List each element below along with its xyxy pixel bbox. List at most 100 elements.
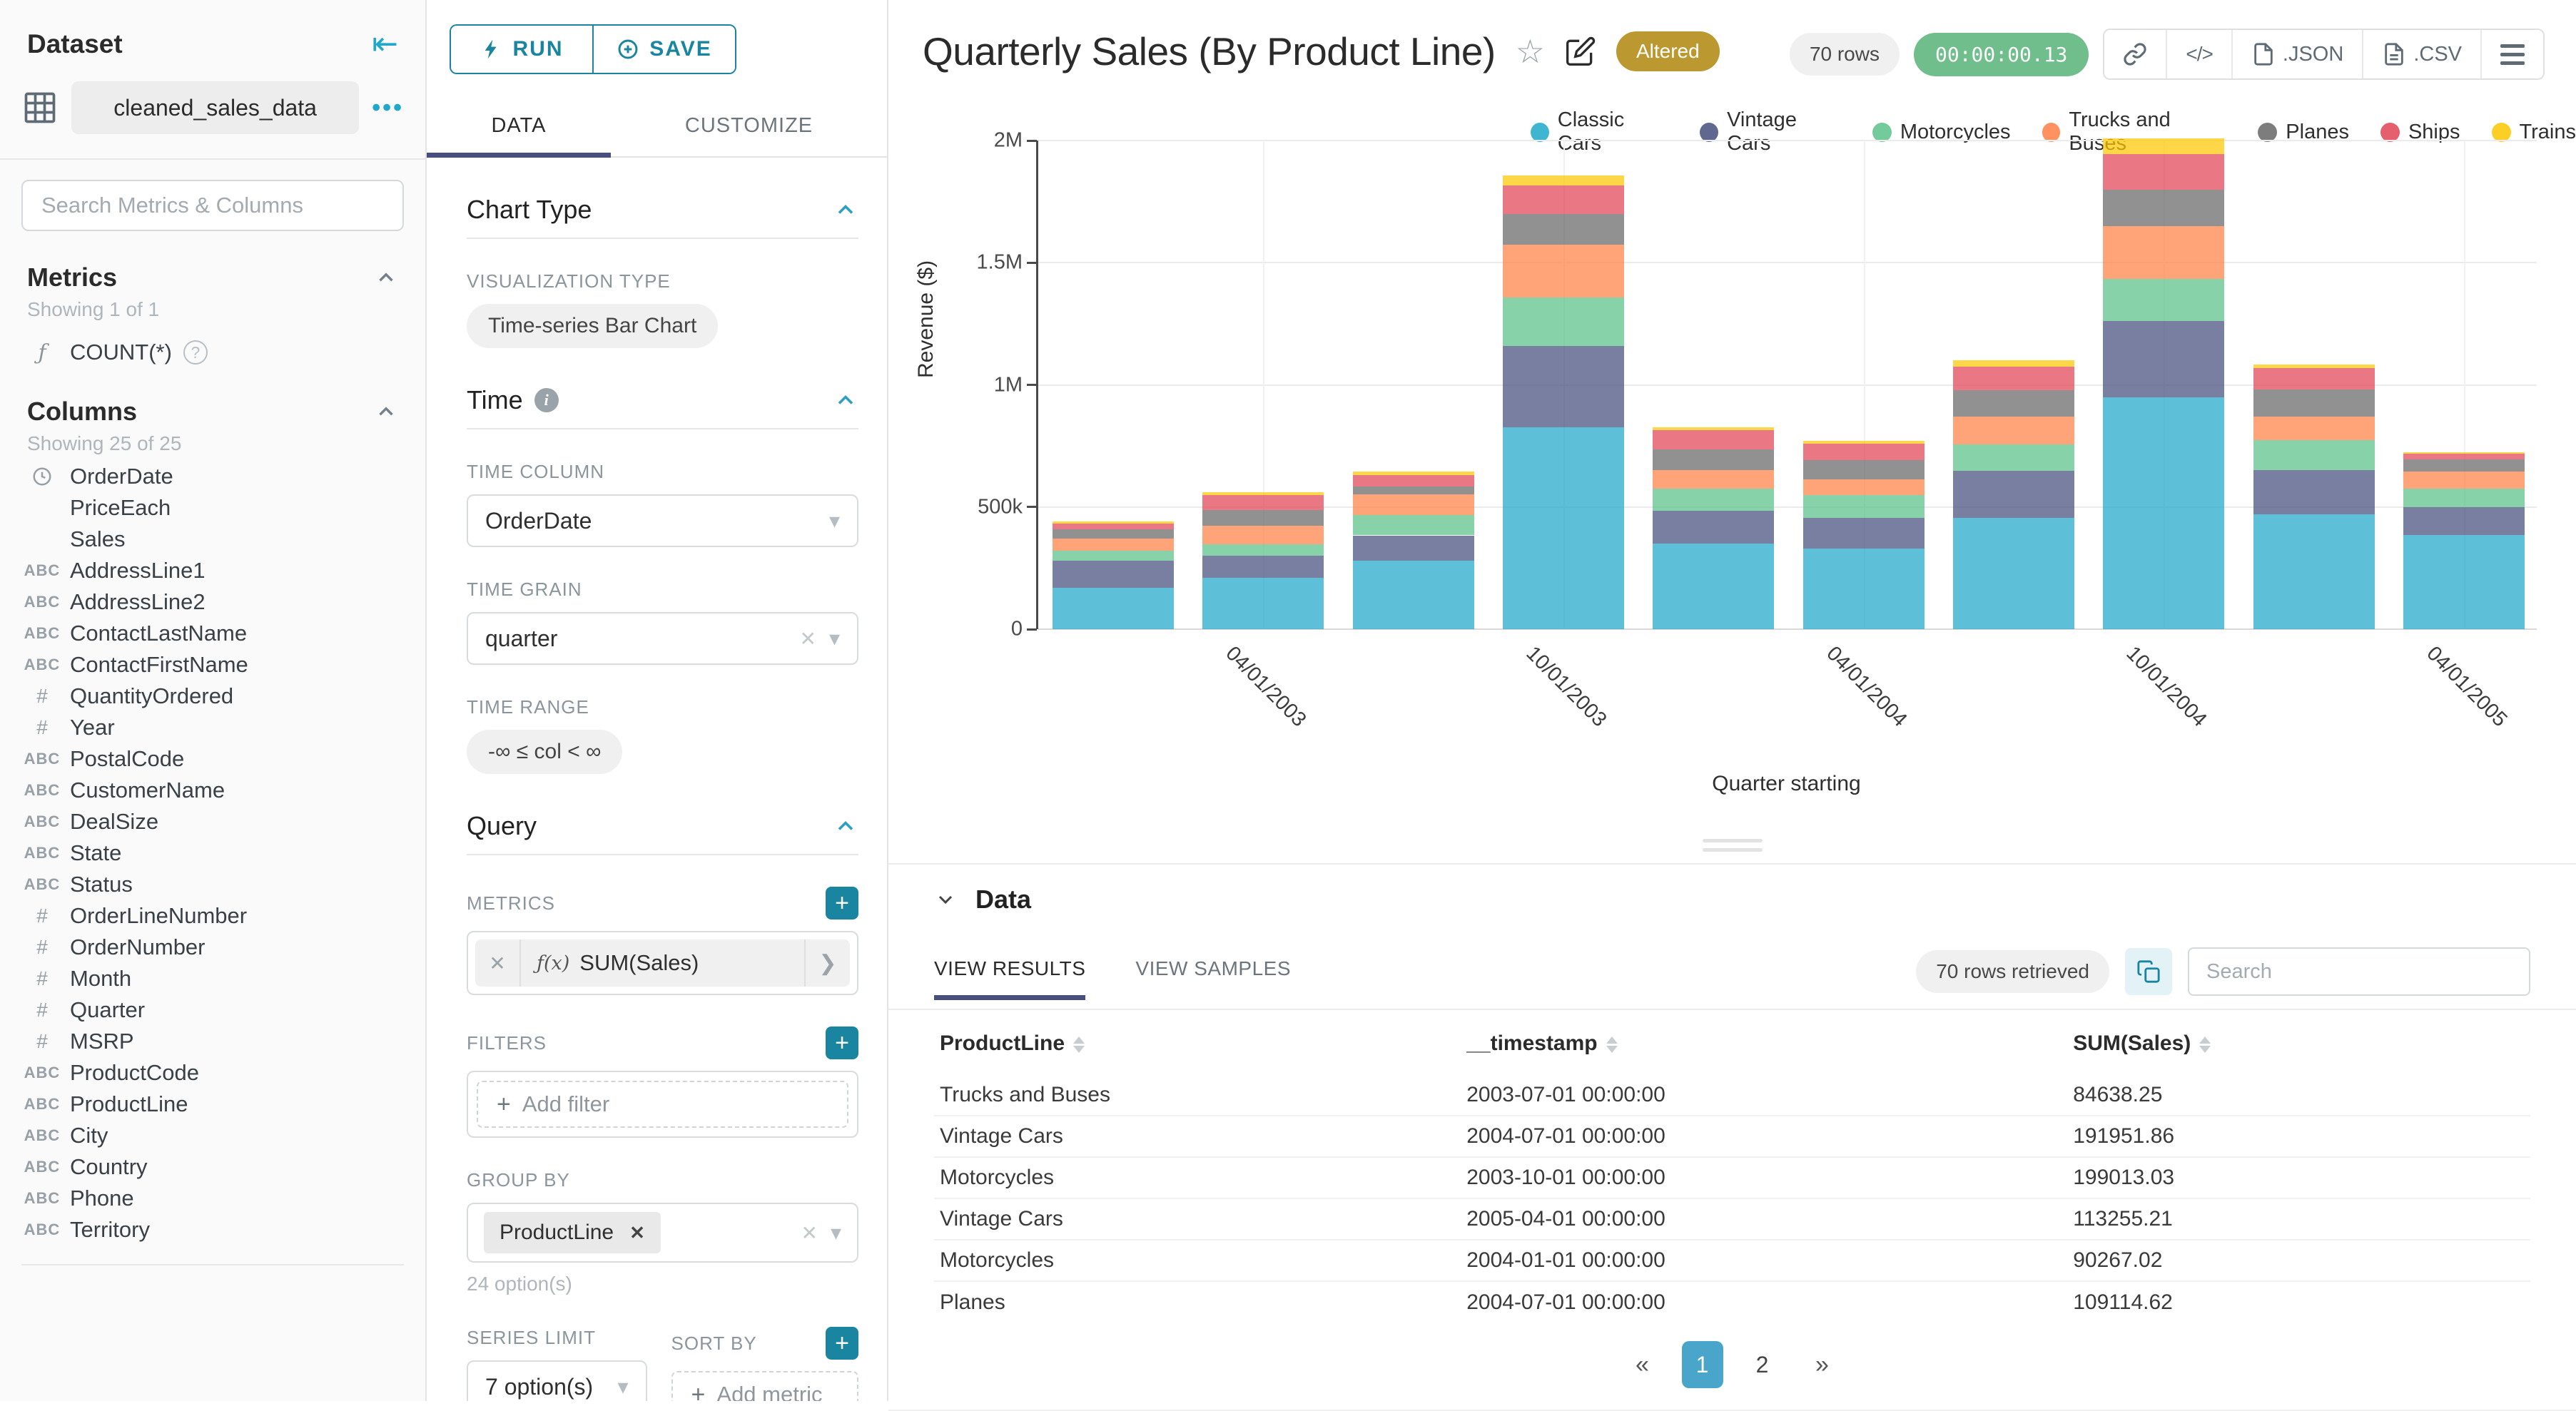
bar-segment[interactable]: [1353, 494, 1474, 515]
bar-segment[interactable]: [1053, 529, 1174, 539]
bar-segment[interactable]: [1653, 544, 1774, 629]
column-item[interactable]: # QuantityOrdered: [0, 681, 425, 712]
bar-segment[interactable]: [2103, 226, 2224, 279]
time-grain-select[interactable]: quarter ✕▾: [467, 612, 858, 665]
expand-metric-icon[interactable]: ❯: [804, 939, 850, 987]
bar-segment[interactable]: [2103, 138, 2224, 154]
dataset-name[interactable]: cleaned_sales_data: [71, 81, 359, 134]
chevron-up-icon[interactable]: [833, 813, 858, 839]
bar-segment[interactable]: [1953, 417, 2074, 444]
bar-segment[interactable]: [1653, 430, 1774, 449]
chevron-down-icon[interactable]: [934, 888, 957, 911]
export-csv-button[interactable]: .CSV: [2362, 30, 2480, 78]
column-item[interactable]: ABC DealSize: [0, 806, 425, 837]
bar-segment[interactable]: [1053, 524, 1174, 529]
bar-segment[interactable]: [2403, 472, 2525, 489]
stacked-bar[interactable]: [1053, 141, 1174, 629]
export-json-button[interactable]: .JSON: [2231, 30, 2362, 78]
remove-metric-icon[interactable]: ✕: [475, 939, 521, 987]
bar-segment[interactable]: [1803, 479, 1925, 494]
column-item[interactable]: ABC Status: [0, 869, 425, 900]
tab-data[interactable]: DATA: [427, 100, 611, 156]
bar-segment[interactable]: [2253, 417, 2375, 440]
bar-segment[interactable]: [1653, 449, 1774, 470]
bar-segment[interactable]: [1202, 526, 1324, 544]
bar-segment[interactable]: [1803, 460, 1925, 479]
bar-segment[interactable]: [1503, 346, 1624, 427]
column-item[interactable]: ABC Country: [0, 1151, 425, 1183]
page-next-button[interactable]: »: [1802, 1341, 1843, 1388]
column-item[interactable]: ABC ProductLine: [0, 1089, 425, 1120]
column-item[interactable]: ABC PostalCode: [0, 743, 425, 775]
column-item[interactable]: ABC ProductCode: [0, 1057, 425, 1089]
bar-segment[interactable]: [1503, 245, 1624, 297]
bar-segment[interactable]: [1653, 511, 1774, 544]
column-item[interactable]: # Month: [0, 963, 425, 994]
table-column-header[interactable]: ProductLine: [934, 1010, 1461, 1074]
bar-segment[interactable]: [2403, 459, 2525, 472]
bar-segment[interactable]: [2103, 279, 2224, 322]
dataset-options-icon[interactable]: •••: [372, 94, 404, 122]
bar-segment[interactable]: [2103, 321, 2224, 397]
bar-segment[interactable]: [2403, 489, 2525, 508]
bar-segment[interactable]: [2403, 507, 2525, 535]
stacked-bar[interactable]: [1803, 141, 1925, 629]
column-item[interactable]: ABC ContactLastName: [0, 618, 425, 649]
bar-segment[interactable]: [1653, 489, 1774, 511]
chevron-up-icon[interactable]: [374, 265, 398, 290]
favorite-star-icon[interactable]: ☆: [1516, 35, 1545, 68]
collapse-sidebar-icon[interactable]: ⇤: [372, 29, 398, 60]
bar-segment[interactable]: [1803, 495, 1925, 519]
clear-icon[interactable]: ✕: [799, 627, 816, 651]
column-item[interactable]: # Quarter: [0, 994, 425, 1026]
bar-segment[interactable]: [1803, 518, 1925, 549]
help-icon[interactable]: ?: [183, 340, 208, 365]
embed-code-button[interactable]: </>: [2166, 30, 2231, 78]
visualization-type-value[interactable]: Time-series Bar Chart: [467, 304, 718, 348]
bar-segment[interactable]: [1953, 518, 2074, 629]
bar-segment[interactable]: [1353, 475, 1474, 486]
bar-segment[interactable]: [1953, 444, 2074, 472]
bar-segment[interactable]: [1353, 561, 1474, 629]
column-item[interactable]: ABC Phone: [0, 1183, 425, 1214]
bar-segment[interactable]: [2403, 535, 2525, 629]
bar-segment[interactable]: [1803, 441, 1925, 443]
stacked-bar[interactable]: [1353, 141, 1474, 629]
bar-segment[interactable]: [1653, 470, 1774, 489]
group-by-select[interactable]: ProductLine ✕ ✕ ▾: [467, 1203, 858, 1263]
bar-segment[interactable]: [1202, 510, 1324, 526]
bar-segment[interactable]: [1803, 549, 1925, 629]
column-item[interactable]: # Year: [0, 712, 425, 743]
bar-segment[interactable]: [1053, 588, 1174, 629]
bar-segment[interactable]: [1202, 544, 1324, 556]
column-item[interactable]: ABC State: [0, 837, 425, 869]
copy-data-button[interactable]: [2125, 948, 2172, 995]
bar-segment[interactable]: [1202, 495, 1324, 510]
bar-segment[interactable]: [1353, 487, 1474, 495]
bar-segment[interactable]: [1202, 492, 1324, 495]
column-item[interactable]: ABC Territory: [0, 1214, 425, 1246]
bar-segment[interactable]: [1653, 427, 1774, 430]
time-column-select[interactable]: OrderDate ▾: [467, 494, 858, 547]
stacked-bar[interactable]: [2103, 141, 2224, 629]
column-item[interactable]: # OrderNumber: [0, 932, 425, 963]
add-filter-button[interactable]: +: [826, 1027, 858, 1059]
search-metrics-columns-input[interactable]: [21, 180, 404, 231]
bar-segment[interactable]: [2253, 389, 2375, 417]
metric-chip[interactable]: ✕ ƒ(x) SUM(Sales) ❯: [475, 939, 850, 987]
bar-segment[interactable]: [2103, 190, 2224, 226]
clear-icon[interactable]: ✕: [801, 1221, 817, 1245]
add-metric-button[interactable]: +: [826, 887, 858, 920]
bar-segment[interactable]: [2253, 514, 2375, 629]
panel-resize-handle[interactable]: [1703, 839, 1763, 852]
column-item[interactable]: OrderDate: [0, 461, 425, 492]
bar-segment[interactable]: [1503, 175, 1624, 185]
column-item[interactable]: PriceEach: [0, 492, 425, 524]
bar-segment[interactable]: [1503, 427, 1624, 629]
column-item[interactable]: ABC AddressLine2: [0, 586, 425, 618]
bar-segment[interactable]: [2253, 440, 2375, 471]
chevron-up-icon[interactable]: [833, 197, 858, 223]
chevron-up-icon[interactable]: [374, 399, 398, 424]
column-item[interactable]: # OrderLineNumber: [0, 900, 425, 932]
bar-segment[interactable]: [1353, 515, 1474, 535]
